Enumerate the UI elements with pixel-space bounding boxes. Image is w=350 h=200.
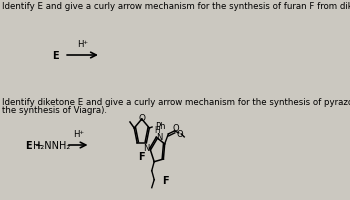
- Text: Identify E and give a curly arrow mechanism for the synthesis of furan F from di: Identify E and give a curly arrow mechan…: [2, 2, 350, 11]
- Text: N: N: [143, 143, 149, 152]
- Text: F: F: [162, 175, 168, 185]
- Text: H₂NNH₂: H₂NNH₂: [33, 140, 71, 150]
- Text: O: O: [173, 124, 179, 133]
- Text: N: N: [156, 132, 163, 141]
- Text: E: E: [26, 140, 32, 150]
- Text: +: +: [34, 140, 42, 150]
- Text: Ph: Ph: [155, 122, 165, 131]
- Text: H: H: [154, 126, 160, 135]
- Text: O: O: [138, 113, 145, 122]
- Text: H⁺: H⁺: [73, 129, 84, 138]
- Text: O: O: [177, 130, 183, 139]
- Text: F: F: [139, 151, 145, 161]
- Text: Identify diketone E and give a curly arrow mechanism for the synthesis of pyrazo: Identify diketone E and give a curly arr…: [2, 98, 350, 106]
- Text: the synthesis of Viagra).: the synthesis of Viagra).: [2, 105, 107, 114]
- Text: E: E: [52, 51, 58, 61]
- Text: H⁺: H⁺: [77, 40, 88, 49]
